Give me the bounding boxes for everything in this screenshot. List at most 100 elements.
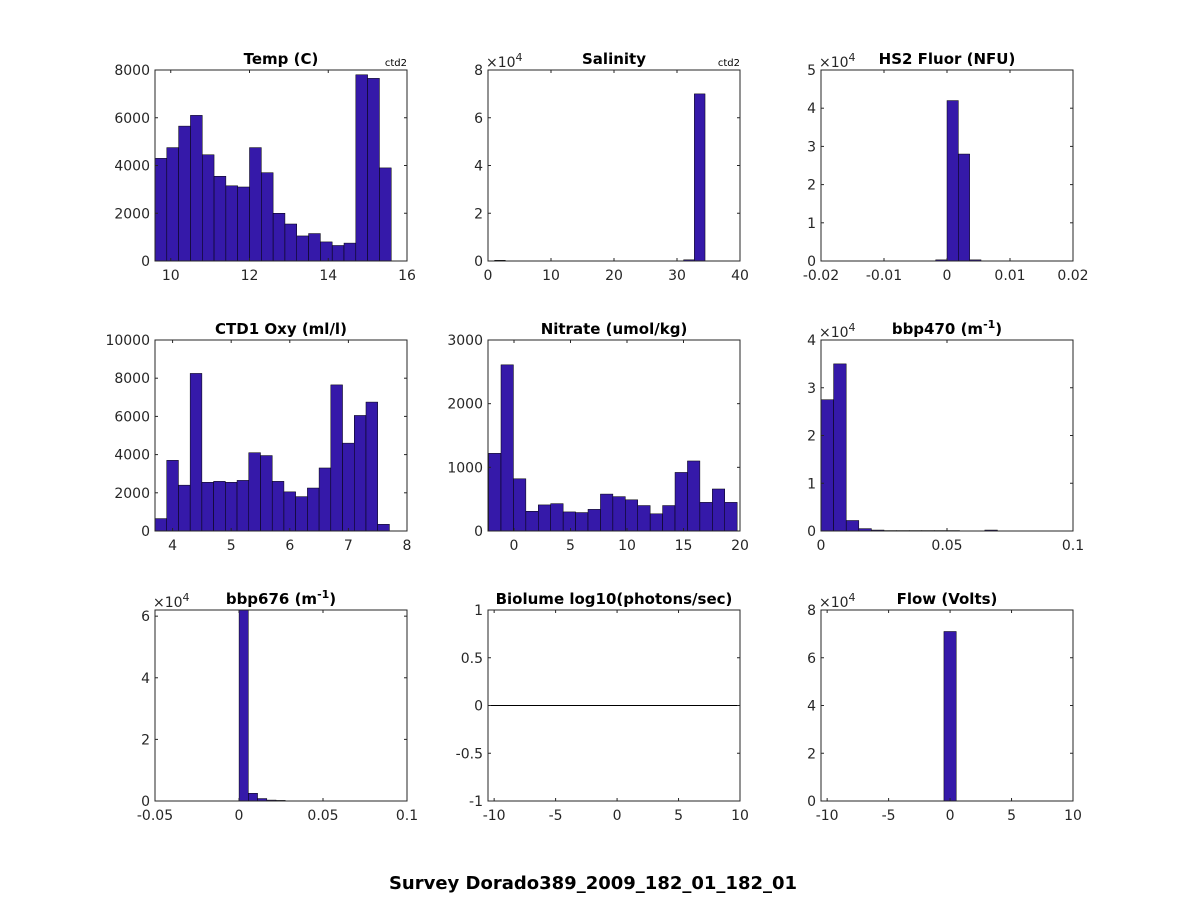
x-tick-label: 30 (668, 268, 686, 284)
y-tick-label: 3000 (447, 333, 483, 349)
y-tick-label: 4000 (114, 448, 150, 464)
histogram-bar (662, 505, 676, 532)
histogram-bar (284, 223, 297, 262)
y-tick-label: 10000 (105, 333, 150, 349)
histogram-bar (166, 147, 179, 262)
x-tick-label: 0.1 (1062, 538, 1084, 554)
subplot-title-text: Salinity (582, 50, 646, 68)
histogram-bar (355, 74, 368, 262)
histogram-bar (296, 235, 309, 262)
subplot-title-text: CTD1 Oxy (ml/l) (215, 320, 347, 338)
x-tick-label: 10 (731, 808, 749, 824)
histogram-bar (367, 78, 380, 262)
y-tick-label: 2000 (114, 206, 150, 222)
x-tick-label: 0.05 (307, 808, 338, 824)
subplot-title-superscript: -1 (317, 588, 329, 601)
histogram-bar (248, 452, 261, 532)
x-tick-label: 10 (1064, 808, 1082, 824)
x-tick-label: 15 (675, 538, 693, 554)
histogram-bar (699, 502, 713, 532)
subplot-title: bbp676 (m-1) (226, 588, 336, 608)
histogram-bar (154, 158, 168, 262)
histogram-bar (377, 524, 390, 532)
histogram-bar (238, 609, 249, 802)
y-tick-label: 8000 (114, 63, 150, 79)
y-tick-label: 0 (807, 794, 816, 810)
y-tick-label: 0 (141, 254, 150, 270)
histogram-bar (649, 513, 663, 532)
y-tick-label: -1 (469, 794, 483, 810)
histogram-bar (550, 503, 564, 532)
y-tick-label: 3 (807, 381, 816, 397)
x-tick-label: 0 (943, 268, 952, 284)
y-tick-label: 2000 (114, 486, 150, 502)
histogram-bar (500, 364, 514, 532)
x-tick-label: 10 (618, 538, 636, 554)
y-exponent-label: ×104 (819, 51, 856, 71)
x-tick-label: 4 (168, 538, 177, 554)
x-tick-label: 0.02 (1057, 268, 1088, 284)
y-tick-label: 1 (807, 476, 816, 492)
y-tick-label: 6000 (114, 409, 150, 425)
histogram-bar (525, 511, 539, 532)
histogram-bar (820, 399, 834, 532)
histogram-bar (295, 496, 308, 532)
histogram-bar (202, 154, 215, 262)
subplot-title: CTD1 Oxy (ml/l) (215, 320, 347, 338)
y-exponent-base: ×10 (153, 595, 183, 611)
y-tick-label: 8 (807, 603, 816, 619)
y-tick-label: 0 (807, 524, 816, 540)
x-tick-label: 6 (285, 538, 294, 554)
y-tick-label: 2 (474, 206, 483, 222)
subplot-title: Nitrate (umol/kg) (541, 320, 688, 338)
y-tick-label: 0 (807, 254, 816, 270)
subplot-title-text: Temp (C) (244, 50, 319, 68)
subplot-title: Temp (C) (244, 50, 319, 68)
histogram-bar (190, 115, 203, 262)
y-tick-label: 1000 (447, 460, 483, 476)
y-tick-label: 4 (474, 159, 483, 175)
x-tick-label: 40 (731, 268, 749, 284)
subplot-4: 4 5 6 7 8 0 2000 4000 6000 8000 10000 CTD1 Oxy (ml/… (105, 320, 411, 554)
histogram-bar (365, 401, 378, 532)
subplot-5: 0 5 10 15 20 0 1000 2000 3000 Nitrate (umol/kg) (447, 320, 749, 554)
y-tick-label: 8000 (114, 371, 150, 387)
y-exponent-power: 4 (849, 51, 856, 64)
x-tick-label: 10 (542, 268, 560, 284)
subplot-title-text: bbp470 (m (892, 320, 983, 338)
subplot-title: HS2 Fluor (NFU) (879, 50, 1016, 68)
histogram-bar (575, 512, 589, 532)
histogram-bar (225, 185, 238, 262)
y-tick-label: 0 (474, 524, 483, 540)
y-tick-label: -0.5 (456, 746, 483, 762)
histogram-bar (587, 509, 601, 532)
axes-box (154, 339, 408, 532)
subplot-corner-label: ctd2 (718, 58, 740, 69)
histogram-bar (712, 488, 725, 532)
histogram-bar (342, 442, 355, 532)
histogram-bar (225, 482, 238, 532)
histogram-bar (320, 241, 333, 262)
subplot-title-text: Biolume log10(photons/sec) (496, 590, 733, 608)
x-tick-label: -5 (882, 808, 896, 824)
axes-box (154, 609, 408, 802)
histogram-bar (261, 172, 274, 262)
y-tick-label: 2000 (447, 397, 483, 413)
histogram-bar (178, 125, 191, 262)
x-tick-label: 20 (605, 268, 623, 284)
histogram-bar (625, 499, 638, 532)
histogram-bar (248, 793, 258, 802)
x-tick-label: 20 (731, 538, 749, 554)
histogram-bar (189, 373, 203, 532)
histogram-bar (958, 153, 970, 262)
histogram-bar (236, 480, 250, 532)
x-tick-label: 0 (817, 538, 826, 554)
y-exponent-label: ×104 (819, 321, 856, 341)
histogram-bar (946, 100, 959, 262)
subplot-title-text: Nitrate (umol/kg) (541, 320, 688, 338)
y-tick-label: 4 (807, 699, 816, 715)
x-tick-label: 5 (566, 538, 575, 554)
